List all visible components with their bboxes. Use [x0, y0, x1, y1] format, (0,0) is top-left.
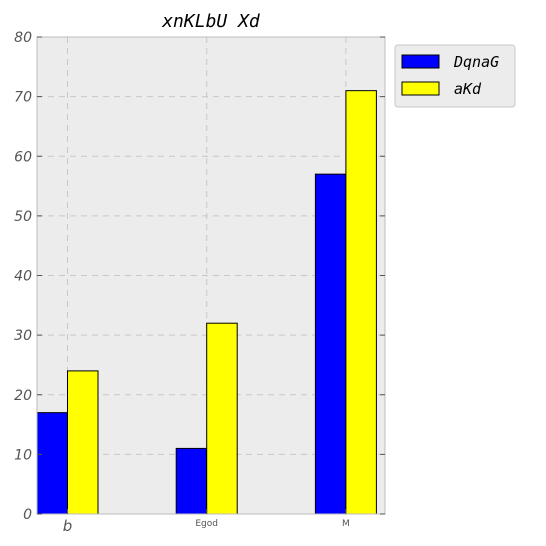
- legend-swatch-DqnaG: [401, 54, 440, 69]
- y-tick-label: 0: [23, 507, 32, 523]
- y-tick-label: 70: [14, 90, 32, 106]
- y-tick-label: 80: [14, 30, 32, 46]
- x-axis: b Egod M: [63, 509, 350, 535]
- y-axis: 0 10 20 30 40 50 60 70 80: [14, 30, 385, 523]
- y-tick-label: 10: [14, 447, 32, 463]
- x-tick-label: Egod: [195, 519, 218, 529]
- legend: DqnaG aKd: [394, 44, 516, 108]
- bar-aKd-M: [345, 90, 377, 515]
- y-tick-label: 60: [14, 149, 32, 165]
- chart-title: xnKLbU Xd: [161, 11, 261, 32]
- bar-aKd-b: [67, 370, 99, 515]
- bar-aKd-Egod: [206, 322, 238, 515]
- y-tick-label: 50: [14, 209, 32, 225]
- bar-DqnaG-Egod: [175, 447, 208, 515]
- legend-label-DqnaG: DqnaG: [453, 53, 499, 71]
- x-tick-label: M: [342, 519, 350, 529]
- y-tick-label: 40: [14, 269, 32, 285]
- y-tick-label: 20: [14, 388, 32, 404]
- legend-swatch-aKd: [401, 81, 440, 96]
- y-tick-label: 30: [14, 328, 32, 344]
- x-tick-label: b: [63, 517, 73, 535]
- bar-DqnaG-b: [36, 412, 68, 515]
- bar-DqnaG-M: [314, 173, 347, 515]
- bars: [36, 90, 377, 515]
- legend-label-aKd: aKd: [454, 80, 482, 98]
